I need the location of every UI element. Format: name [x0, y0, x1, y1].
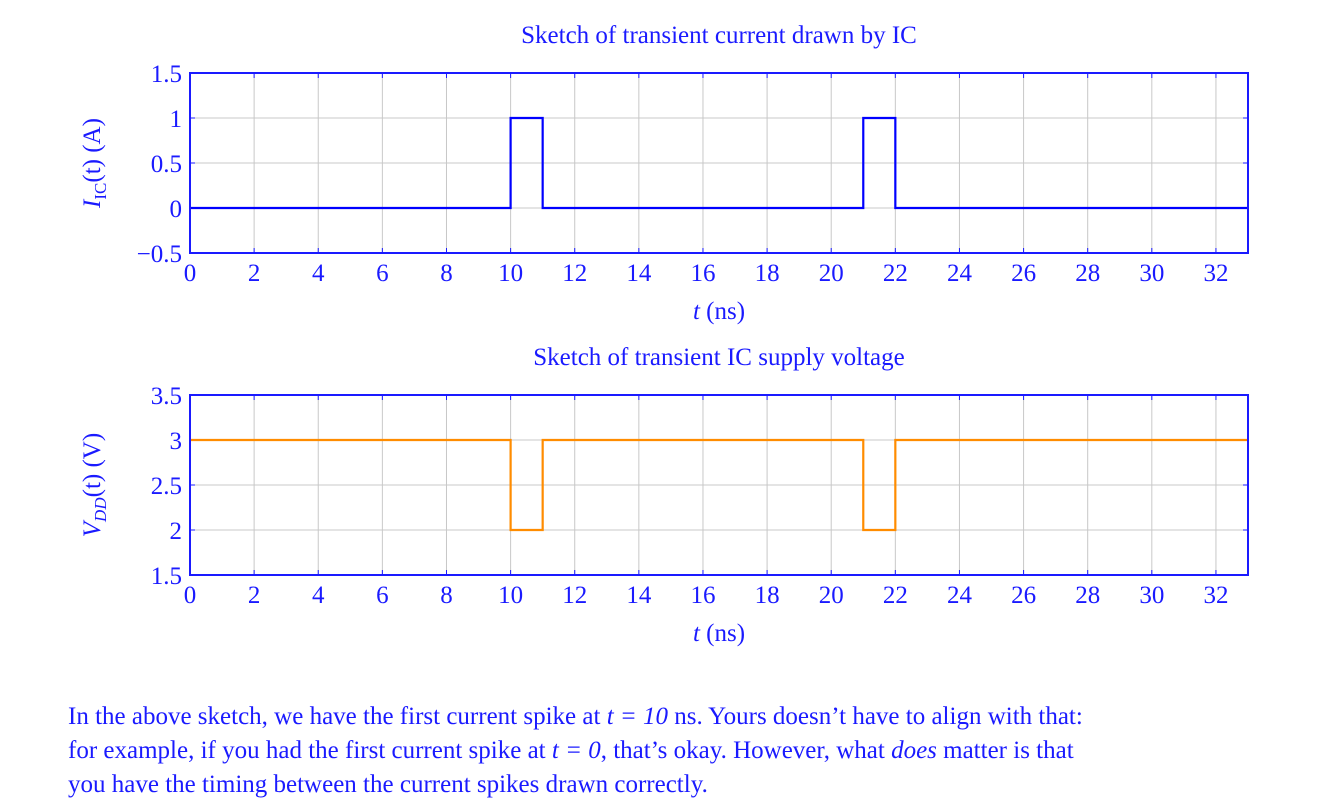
x-tick-label: 28	[1075, 582, 1100, 609]
x-tick-label: 10	[498, 582, 523, 609]
y-tick-label: 1	[170, 106, 183, 133]
x-tick-label: 2	[248, 582, 261, 609]
series-line	[190, 438, 1248, 532]
y-tick-label: 0.5	[151, 151, 182, 178]
y-tick-label: 3	[170, 428, 183, 455]
caption-line-2: for example, if you had the first curren…	[68, 734, 1268, 768]
y-tick-label: 0	[170, 196, 183, 223]
caption-line-3: you have the timing between the current …	[68, 771, 708, 798]
x-tick-label: 14	[626, 260, 652, 287]
caption-math: t = 10	[606, 703, 669, 730]
figure: 0 2 4 6 8 10 12 14 16 18 20 22 24 26 28 30 32−0.500.511.…	[79, 22, 1249, 647]
y-tick-label: −0.5	[137, 241, 182, 268]
caption-text: , that’s okay. However, what	[600, 737, 892, 764]
x-tick-label: 20	[819, 582, 844, 609]
caption-unit: ns	[668, 703, 697, 730]
x-tick-label: 32	[1203, 582, 1228, 609]
x-tick-label: 4	[312, 582, 325, 609]
x-tick-label: 0	[184, 582, 197, 609]
x-tick-label: 26	[1011, 582, 1036, 609]
x-tick-label: 6	[376, 582, 389, 609]
x-tick-label: 8	[440, 582, 453, 609]
x-tick-label: 8	[440, 260, 453, 287]
x-tick-label: 12	[562, 260, 587, 287]
x-tick-label: 22	[883, 582, 908, 609]
x-tick-label: 12	[562, 582, 587, 609]
x-tick-label: 16	[690, 582, 715, 609]
y-tick-label: 1.5	[151, 563, 182, 590]
x-tick-label: 0	[184, 260, 197, 287]
x-tick-label: 2	[248, 260, 261, 287]
chart-title: Sketch of transient current drawn by IC	[521, 22, 917, 49]
x-tick-label: 30	[1139, 260, 1164, 287]
x-tick-label: 26	[1011, 260, 1036, 287]
x-tick-label: 18	[755, 582, 780, 609]
caption-line-1: In the above sketch, we have the first c…	[68, 700, 1268, 734]
plot-frame	[189, 394, 1249, 576]
y-axis-label: IIC(t) (A)	[79, 118, 110, 209]
caption-emphasis: does	[891, 737, 937, 764]
caption-math: t = 0	[551, 737, 601, 764]
x-tick-label: 6	[376, 260, 389, 287]
plot-frame	[189, 72, 1249, 254]
y-tick-label: 1.5	[151, 61, 182, 88]
x-axis-label: t (ns)	[693, 620, 745, 647]
chart-title: Sketch of transient IC supply voltage	[533, 344, 904, 371]
x-tick-label: 18	[755, 260, 780, 287]
x-tick-label: 20	[819, 260, 844, 287]
x-tick-label: 24	[947, 582, 973, 609]
series-line	[190, 116, 1248, 210]
caption-text: matter is that	[936, 737, 1074, 764]
x-tick-label: 10	[498, 260, 523, 287]
x-tick-label: 14	[626, 582, 652, 609]
caption-text: . Yours doesn’t have to align with that:	[696, 703, 1083, 730]
x-tick-label: 22	[883, 260, 908, 287]
x-axis-label: t (ns)	[693, 298, 745, 325]
chart-1: 0 2 4 6 8 10 12 14 16 18 20 22 24 26 28 30 32−0.500.511.…	[79, 22, 1249, 325]
y-tick-label: 2.5	[151, 473, 182, 500]
y-tick-label: 2	[170, 518, 183, 545]
y-tick-label: 3.5	[151, 383, 182, 410]
x-tick-label: 32	[1203, 260, 1228, 287]
x-tick-label: 24	[947, 260, 973, 287]
y-axis-label: VDD(t) (V)	[79, 433, 110, 537]
caption-text: In the above sketch, we have the first c…	[68, 703, 607, 730]
caption-text: for example, if you had the first curren…	[68, 737, 552, 764]
x-tick-label: 16	[690, 260, 715, 287]
x-tick-label: 30	[1139, 582, 1164, 609]
x-tick-label: 4	[312, 260, 325, 287]
chart-2: 0 2 4 6 8 10 12 14 16 18 20 22 24 26 28 30 321.522.533.5…	[79, 344, 1249, 647]
caption: In the above sketch, we have the first c…	[68, 700, 1268, 802]
x-tick-label: 28	[1075, 260, 1100, 287]
